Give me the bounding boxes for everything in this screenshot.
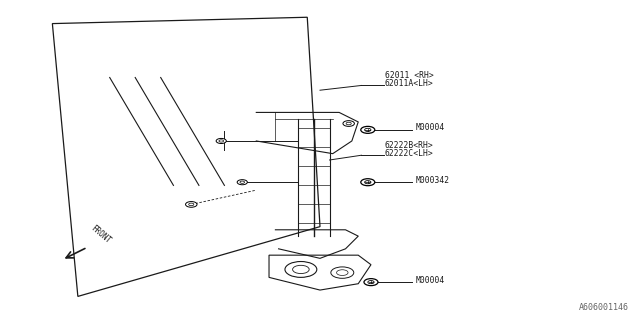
Circle shape <box>361 179 375 186</box>
Circle shape <box>343 121 355 126</box>
Text: FRONT: FRONT <box>90 224 113 246</box>
Text: M000342: M000342 <box>415 176 450 185</box>
Text: M00004: M00004 <box>415 276 445 285</box>
Text: 62011 <RH>: 62011 <RH> <box>385 71 434 80</box>
Text: M00004: M00004 <box>415 124 445 132</box>
Circle shape <box>364 279 378 286</box>
Text: 62011A<LH>: 62011A<LH> <box>385 79 434 88</box>
Circle shape <box>237 180 247 185</box>
Text: A606001146: A606001146 <box>579 303 629 312</box>
Circle shape <box>361 126 375 133</box>
Circle shape <box>186 202 197 207</box>
Circle shape <box>216 139 227 143</box>
Text: 62222C<LH>: 62222C<LH> <box>385 149 434 158</box>
Text: 62222B<RH>: 62222B<RH> <box>385 141 434 150</box>
